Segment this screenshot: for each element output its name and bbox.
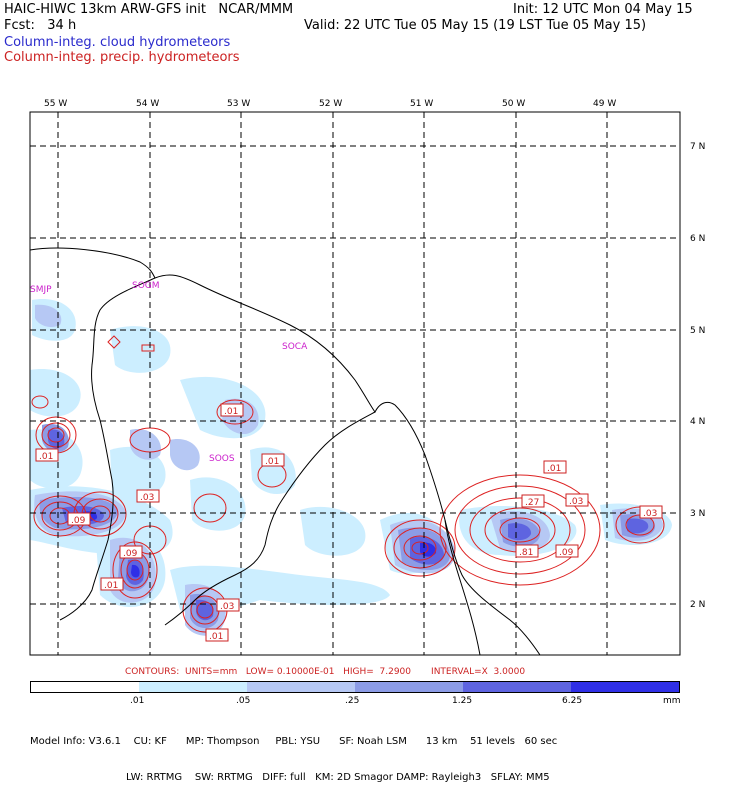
lat-labels: 7 N 6 N 5 N 4 N 3 N 2 N — [690, 142, 705, 610]
lat-lon-grid — [30, 112, 680, 655]
lat-label: 5 N — [690, 326, 705, 336]
svg-text:.03: .03 — [140, 493, 154, 503]
color-bar-tick: 6.25 — [562, 696, 583, 706]
contour-value-label: .03 — [216, 598, 240, 612]
contour-value-label: .09 — [555, 544, 579, 558]
contour-info: CONTOURS: UNITS=mm LOW= 0.10000E-01 HIGH… — [125, 667, 526, 677]
svg-text:.27: .27 — [525, 498, 539, 508]
contour-value-label: .01 — [205, 628, 229, 642]
lon-label: 50 W — [502, 99, 525, 109]
forecast-hour: Fcst: 34 h — [4, 18, 77, 33]
lon-label: 49 W — [593, 99, 616, 109]
lat-label: 7 N — [690, 142, 705, 152]
contour-value-label: .01 — [220, 403, 244, 417]
svg-text:.01: .01 — [224, 407, 238, 417]
color-bar — [30, 681, 680, 693]
init-time: Init: 12 UTC Mon 04 May 15 — [513, 2, 693, 17]
svg-text:.01: .01 — [547, 464, 561, 474]
station-label: SOOS — [209, 454, 235, 464]
svg-text:.03: .03 — [220, 602, 234, 612]
map-frame — [29, 111, 681, 656]
model-info: Model Info: V3.6.1 CU: KF MP: Thompson P… — [30, 712, 557, 796]
svg-text:.81: .81 — [519, 548, 533, 558]
color-bar-bin — [247, 682, 355, 692]
coastline — [29, 247, 541, 656]
lon-label: 53 W — [227, 99, 250, 109]
color-bar-tick: 1.25 — [452, 696, 473, 706]
color-bar-tick: .01 — [130, 696, 145, 706]
color-bar-bin — [463, 682, 571, 692]
svg-text:.09: .09 — [71, 516, 86, 526]
lon-label: 55 W — [44, 99, 67, 109]
contour-value-label: .09 — [67, 512, 91, 526]
contour-value-label: .09 — [119, 545, 143, 559]
contour-value-label: .27 — [521, 494, 545, 508]
station-labels: SMJP SOGM SOCA SOOS — [30, 281, 308, 464]
contour-value-label: .03 — [639, 505, 663, 519]
svg-text:.01: .01 — [104, 581, 118, 591]
color-bar-bin — [355, 682, 463, 692]
contour-value-label: .01 — [543, 460, 567, 474]
cloud-field-label: Column-integ. cloud hydrometeors — [4, 35, 231, 50]
lon-label: 52 W — [319, 99, 342, 109]
contour-value-labels: .01 .01 .01 .03 .09 .09 .01 .03 .01 .01 … — [35, 403, 663, 642]
svg-text:.03: .03 — [643, 509, 657, 519]
station-label: SOCA — [282, 342, 308, 352]
contour-value-label: .03 — [565, 493, 589, 507]
color-bar-bin — [31, 682, 139, 692]
svg-text:.01: .01 — [39, 452, 53, 462]
svg-text:.01: .01 — [265, 457, 279, 467]
lat-label: 4 N — [690, 417, 705, 427]
model-info-line2: LW: RRTMG SW: RRTMG DIFF: full KM: 2D Sm… — [126, 772, 550, 783]
svg-text:.09: .09 — [559, 548, 574, 558]
contour-value-label: .01 — [261, 453, 285, 467]
color-bar-tick: .05 — [236, 696, 251, 706]
lat-label: 3 N — [690, 509, 705, 519]
color-bar-tick: .25 — [345, 696, 360, 706]
map-panel: 55 W 54 W 53 W 52 W 51 W 50 W 49 W 7 N 6… — [29, 99, 705, 656]
svg-text:.01: .01 — [209, 632, 223, 642]
lat-label: 6 N — [690, 234, 705, 244]
model-info-line1: Model Info: V3.6.1 CU: KF MP: Thompson P… — [30, 736, 558, 747]
contour-value-label: .03 — [136, 489, 160, 503]
svg-text:.09: .09 — [123, 549, 138, 559]
valid-time: Valid: 22 UTC Tue 05 May 15 (19 LST Tue … — [304, 18, 647, 33]
contour-value-label: .01 — [100, 577, 124, 591]
lon-label: 54 W — [136, 99, 159, 109]
color-bar-bin — [139, 682, 247, 692]
lat-label: 2 N — [690, 600, 705, 610]
color-bar-bin — [571, 682, 679, 692]
contour-value-label: .81 — [515, 544, 539, 558]
precip-field-label: Column-integ. precip. hydrometeors — [4, 50, 240, 65]
station-label: SMJP — [30, 285, 52, 295]
cloud-shading — [30, 299, 672, 636]
lon-labels: 55 W 54 W 53 W 52 W 51 W 50 W 49 W — [44, 99, 616, 109]
svg-text:.03: .03 — [569, 497, 583, 507]
contour-value-label: .01 — [35, 448, 59, 462]
color-bar-unit: mm — [663, 696, 681, 706]
run-title: HAIC-HIWC 13km ARW-GFS init NCAR/MMM — [4, 2, 294, 17]
station-label: SOGM — [132, 281, 160, 291]
lon-label: 51 W — [410, 99, 433, 109]
